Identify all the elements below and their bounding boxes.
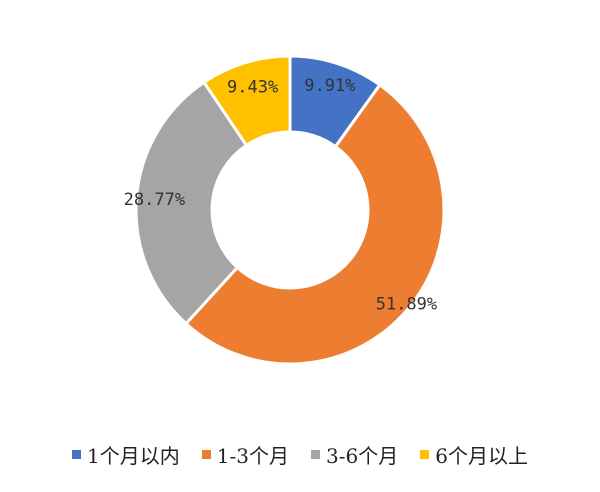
legend-label-over-6-months: 6个月以上 [435, 444, 528, 468]
donut-chart-svg: 9.91% 51.89% 28.77% 9.43% [124, 54, 446, 366]
donut-slice-1-3-months [183, 82, 446, 366]
data-label-3-6-months: 28.77% [124, 190, 185, 210]
legend-label-1-3-months: 1-3个月 [216, 444, 289, 468]
legend-label-3-6-months: 3-6个月 [326, 444, 399, 468]
legend-label-under-1-month: 1个月以内 [87, 444, 180, 468]
legend-item-over-6-months: 6个月以上 [420, 440, 528, 469]
data-label-under-1-month: 9.91% [304, 76, 355, 96]
data-label-1-3-months: 51.89% [376, 295, 437, 315]
legend-item-under-1-month: 1个月以内 [72, 440, 180, 469]
legend-item-3-6-months: 3-6个月 [311, 440, 398, 469]
data-label-over-6-months: 9.43% [227, 78, 278, 98]
legend-swatch-blue [72, 450, 82, 459]
legend-swatch-gray [311, 450, 320, 459]
chart-legend: 1个月以内 1-3个月 3-6个月 6个月以上 [0, 440, 600, 469]
legend-swatch-yellow [420, 450, 430, 459]
legend-item-1-3-months: 1-3个月 [201, 440, 289, 469]
donut-slice-3-6-months [134, 80, 249, 326]
donut-slice-over-6-months [201, 54, 292, 148]
legend-swatch-orange [201, 450, 211, 459]
